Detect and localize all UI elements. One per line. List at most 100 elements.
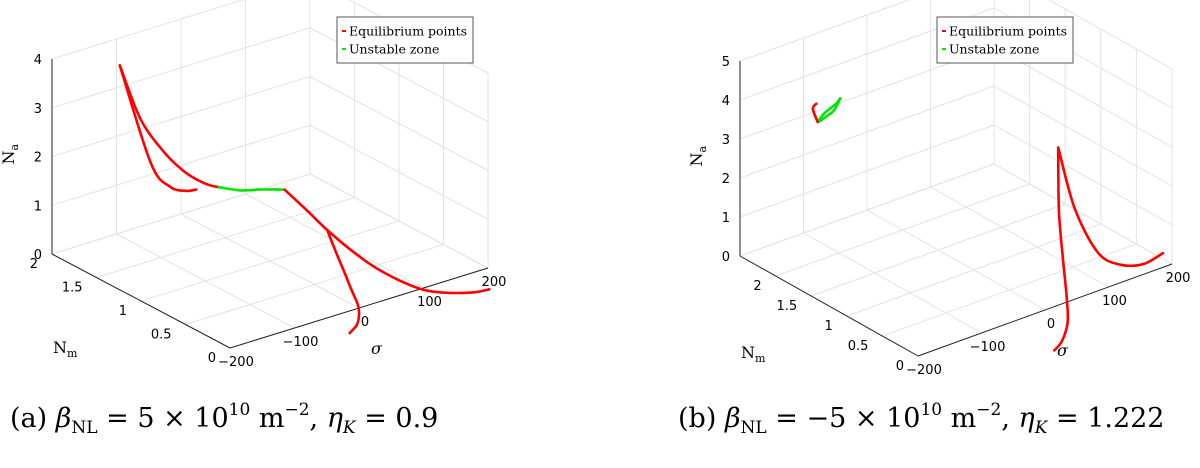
x-tick-label: 200	[482, 275, 507, 290]
y-axis-label: Nm	[741, 343, 766, 365]
y-axis-label: Nm	[53, 338, 78, 360]
floor-gridline	[140, 220, 400, 302]
z-tick-label: 3	[34, 102, 42, 117]
equilibrium-curve	[1056, 146, 1165, 268]
z-tick-label: 0	[722, 250, 730, 265]
caption-b-unit: m	[942, 403, 977, 434]
equilibrium-curve	[118, 64, 198, 193]
legend-label-equilibrium: Equilibrium points	[349, 24, 467, 39]
z-tick-label: 1	[722, 211, 730, 226]
x-axis-label: σ	[371, 339, 383, 358]
y-tick-label: 0	[208, 351, 216, 366]
x-tick-label: 200	[1166, 271, 1191, 286]
caption-a-beta: β	[55, 403, 72, 434]
z-tick-label: 0	[34, 248, 42, 263]
caption-b-beta: β	[724, 403, 741, 434]
ticks-b: −200 −100 0 100 200 0 0.5 1 1.5 2 0 1 2 3 4 5	[722, 55, 1191, 378]
wall-gridline	[51, 0, 244, 60]
floor-gridline	[185, 244, 444, 325]
caption-b-beta-exp: 10	[920, 400, 943, 420]
equilibrium-curve	[325, 228, 361, 335]
x-tick-label: −200	[906, 363, 942, 378]
wall-gridline	[51, 76, 311, 157]
legend-label-unstable: Unstable zone	[949, 42, 1039, 57]
unstable-zone-curve	[816, 97, 842, 124]
x-tick-label: −100	[970, 340, 1006, 355]
wall-gridline	[993, 85, 1173, 187]
equilibrium-curve	[811, 102, 819, 124]
wall-gridline	[739, 85, 995, 179]
equilibrium-curve	[283, 188, 491, 295]
caption-b-beta-sub: NL	[740, 418, 767, 438]
floor-gridline	[775, 183, 1030, 277]
chart-panel-b: −200 −100 0 100 200 0 0.5 1 1.5 2 0 1 2 3 4 5 σ Nm Na Equil…	[600, 0, 1200, 380]
caption-b-sep: ,	[1001, 403, 1019, 434]
floor-gridline	[811, 203, 1066, 297]
unstable-zone-curve	[217, 185, 286, 192]
caption-a-beta-exp: 10	[228, 400, 251, 420]
wall-gridline	[993, 46, 1173, 148]
grid-b	[739, 0, 1173, 357]
caption-a-beta-sub: NL	[71, 418, 98, 438]
wall-gridline	[993, 163, 1173, 265]
wall-gridline	[309, 173, 489, 269]
wall-gridline	[993, 124, 1173, 226]
equilibrium-curve	[118, 64, 221, 189]
x-tick-label: −100	[283, 335, 319, 350]
y-tick-label: 0.5	[151, 328, 172, 343]
y-tick-label: 2	[30, 257, 38, 272]
wall-gridline	[739, 124, 995, 218]
z-tick-label: 2	[34, 151, 42, 166]
z-tick-label: 2	[722, 172, 730, 187]
x-tick-label: −200	[218, 355, 254, 370]
y-tick-label: 2	[753, 279, 761, 294]
legend-box	[336, 16, 474, 64]
caption-b-unit-exp: −2	[976, 400, 1002, 420]
z-tick-label: 5	[722, 55, 730, 70]
caption-b-eta: η	[1018, 403, 1035, 434]
y-tick-label: 0.5	[848, 339, 869, 354]
wall-gridline	[51, 27, 311, 109]
caption-b-eta-value: = 1.222	[1047, 403, 1165, 434]
caption-a-prefix: (a)	[10, 403, 56, 434]
x-tick-label: 0	[1047, 317, 1055, 332]
wall-gridline	[309, 124, 489, 220]
floor-gridline	[882, 243, 1137, 337]
series-b	[811, 97, 1165, 352]
legend-label-equilibrium: Equilibrium points	[949, 24, 1067, 39]
caption-b-beta-value: = −5 × 10	[766, 403, 921, 434]
chart-b: −200−100010020000.511.52012345σNmNaEquil…	[687, 0, 1191, 378]
chart-panel-a: −200 −100 0 100 200 0 0.5 1 1.5 2 0 1 2 3 4 σ Nm Na Equili…	[0, 0, 600, 380]
y-tick-label: 1.5	[777, 299, 798, 314]
z-axis-label: Na	[0, 144, 21, 165]
y-tick-label: 1.5	[62, 281, 83, 296]
caption-a-eta-sub: K	[342, 418, 356, 438]
z-tick-label: 1	[34, 199, 42, 214]
x-axis-line	[917, 263, 1173, 357]
wall-gridline	[1048, 0, 1173, 70]
chart-a: −200−100010020000.511.5201234σNmNaEquili…	[0, 0, 507, 370]
y-axis-line	[739, 255, 919, 357]
caption-b-prefix: (b)	[678, 403, 725, 434]
z-axis-label-sub: a	[696, 146, 709, 153]
legend-b: Equilibrium points Unstable zone	[936, 16, 1074, 64]
z-axis-label: Na	[687, 146, 709, 167]
floor-gridline	[96, 197, 355, 278]
caption-a-beta-value: = 5 × 10	[97, 403, 229, 434]
y-tick-label: 1	[119, 304, 127, 319]
y-axis-label-sub: m	[755, 352, 766, 365]
wall-gridline	[309, 76, 489, 171]
y-tick-label: 1	[825, 319, 833, 334]
legend-label-unstable: Unstable zone	[349, 42, 439, 57]
caption-a-sep: ,	[309, 403, 327, 434]
y-axis-line	[51, 253, 231, 349]
series-a	[118, 64, 491, 335]
x-tick-label: 100	[1102, 294, 1127, 309]
wall-gridline	[739, 163, 995, 257]
caption-b-eta-sub: K	[1034, 418, 1048, 438]
caption-a-unit: m	[250, 403, 285, 434]
floor-gridline	[930, 186, 1109, 288]
z-tick-label: 3	[722, 133, 730, 148]
wall-gridline	[739, 0, 910, 62]
